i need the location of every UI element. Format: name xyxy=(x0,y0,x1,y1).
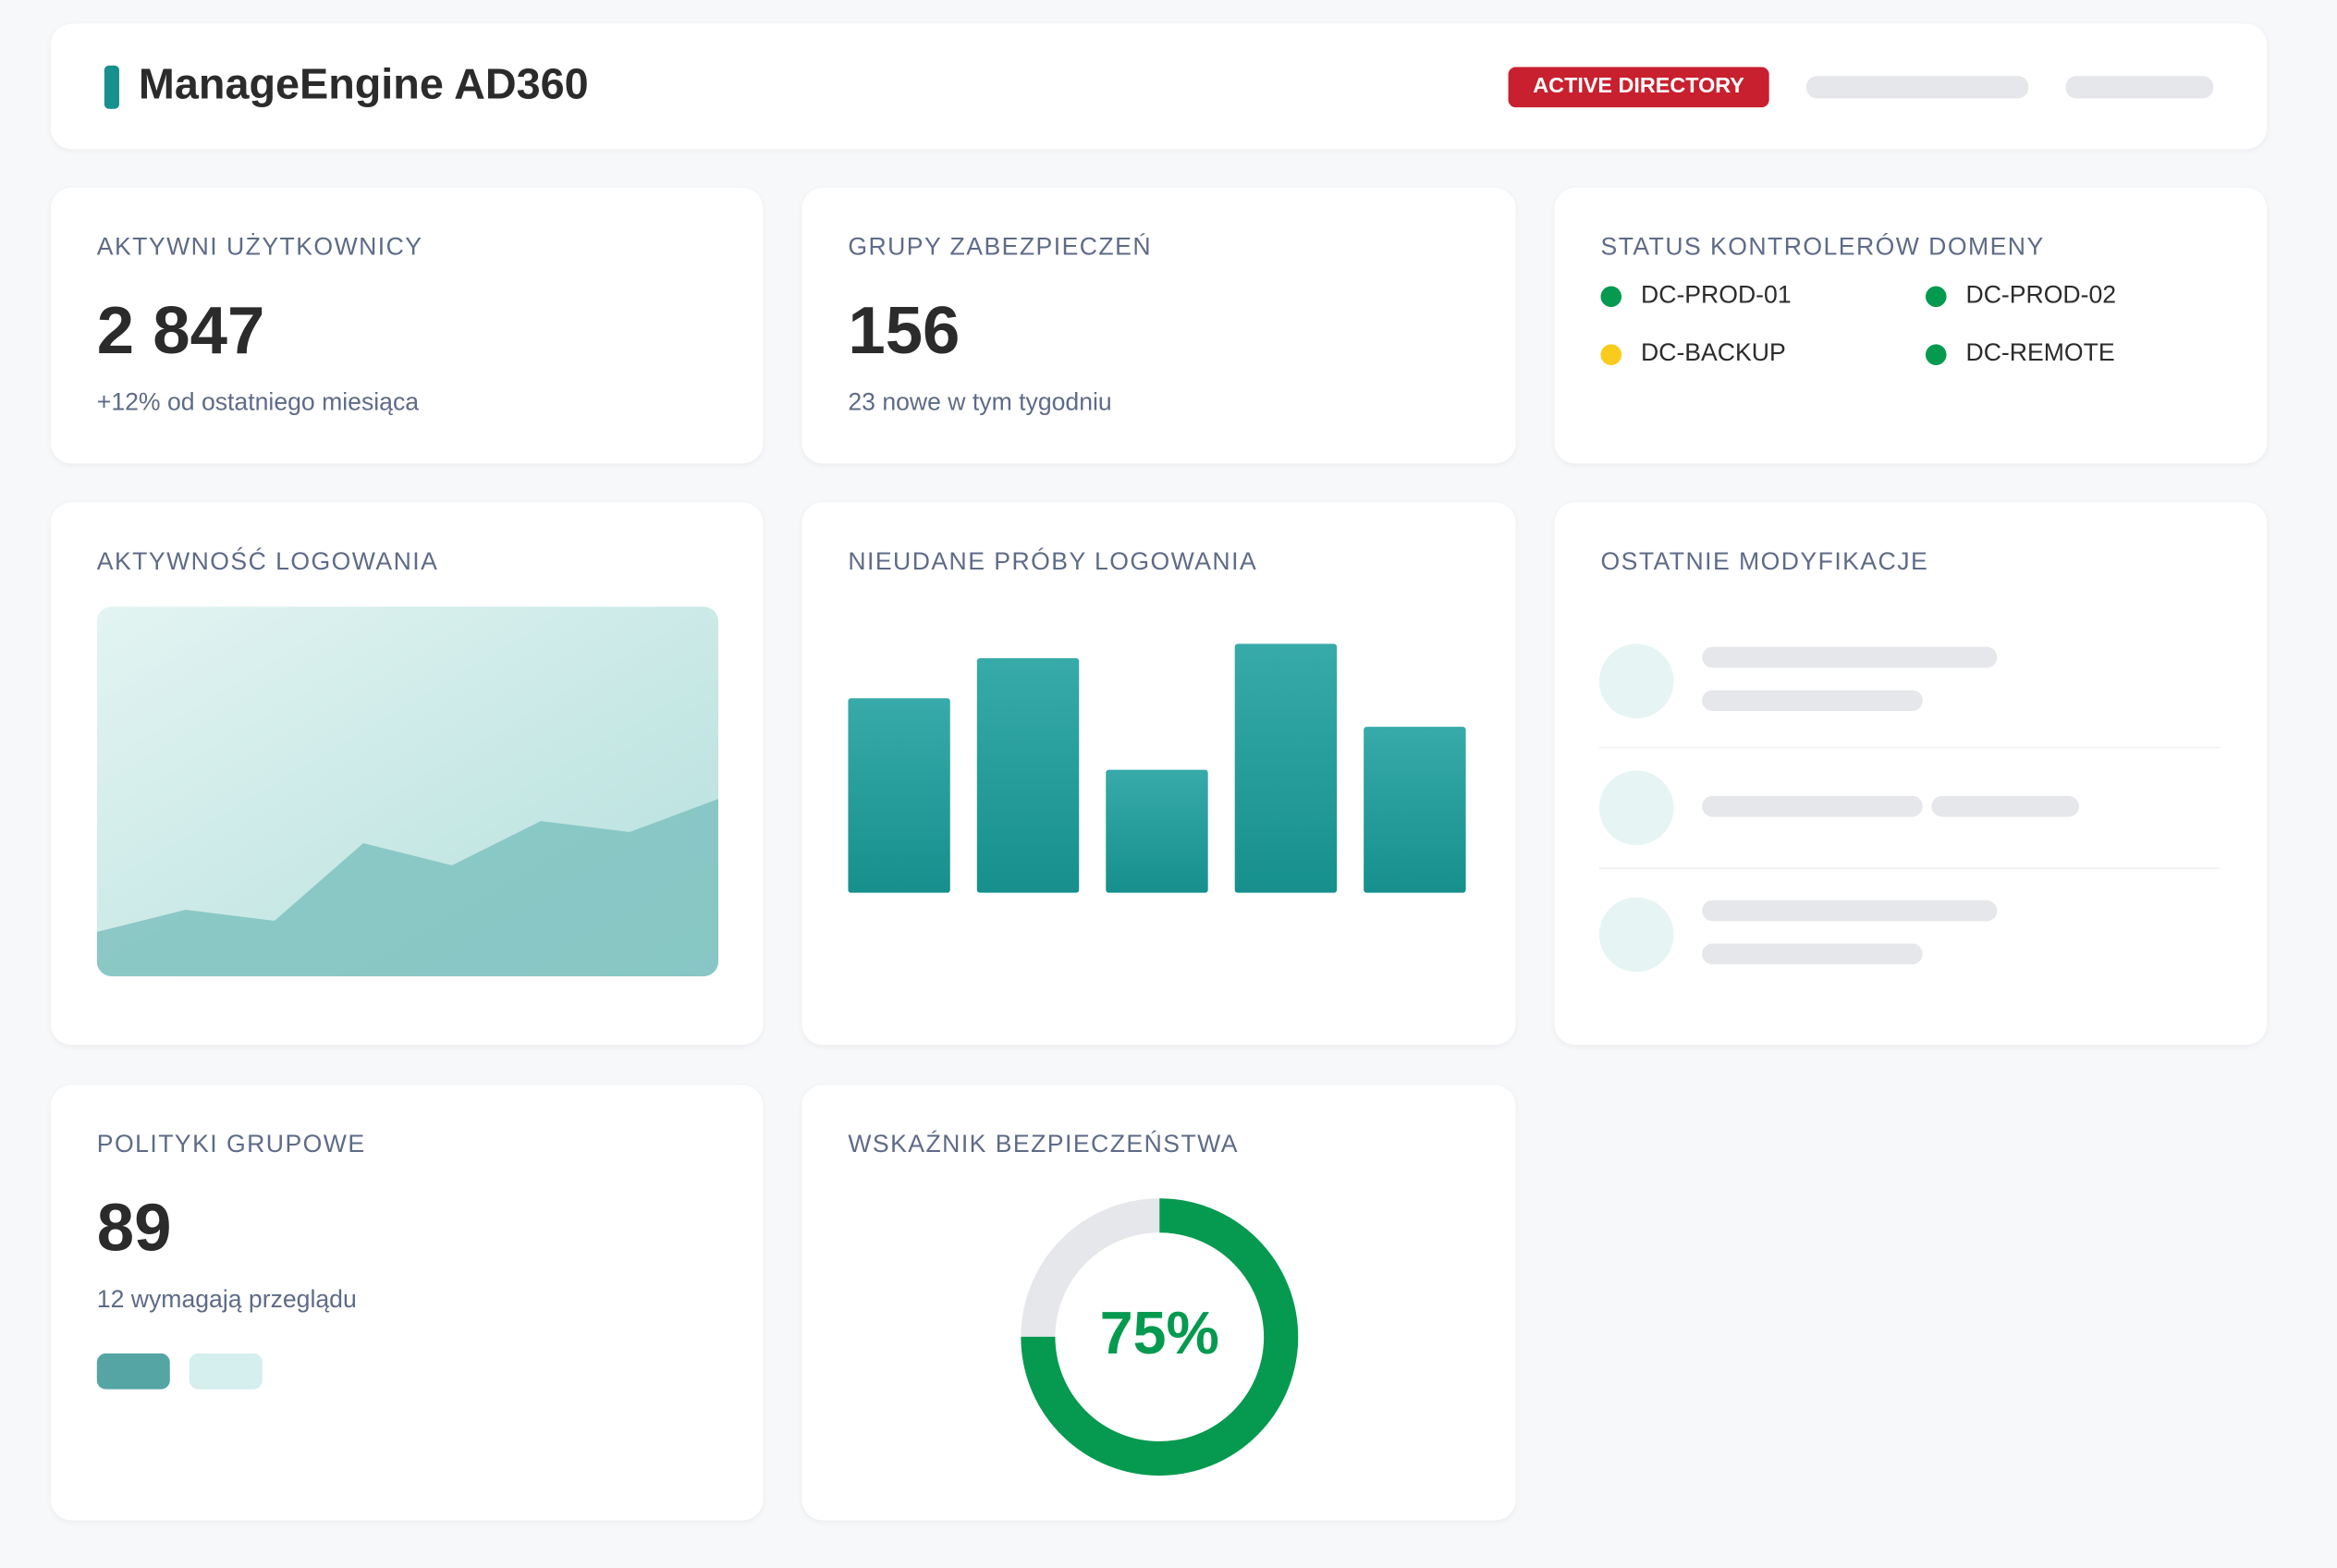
policy-chip-active[interactable] xyxy=(96,1353,170,1390)
header-placeholder-1 xyxy=(1805,76,2029,99)
change-line-placeholder xyxy=(1702,943,1923,965)
divider xyxy=(1598,867,2221,869)
divider xyxy=(1598,746,2221,749)
security-groups-value: 156 xyxy=(848,291,960,369)
group-policies-value: 89 xyxy=(96,1189,172,1266)
dc-name: DC-BACKUP xyxy=(1641,339,1786,367)
bar-4 xyxy=(1234,643,1338,893)
status-dot-ok xyxy=(1925,344,1947,365)
header-bar: ManageEngine AD360 ACTIVE DIRECTORY xyxy=(50,23,2268,150)
dc-name: DC-PROD-01 xyxy=(1641,281,1792,309)
security-score-value: 75% xyxy=(1099,1301,1219,1367)
card-label: POLITYKI GRUPOWE xyxy=(96,1131,366,1158)
bar-1 xyxy=(848,698,950,893)
card-label: STATUS KONTROLERÓW DOMENY xyxy=(1600,234,2045,262)
donut-progress xyxy=(1021,1198,1299,1476)
change-line-placeholder xyxy=(1702,900,1998,922)
bar-5 xyxy=(1364,727,1466,893)
card-label: GRUPY ZABEZPIECZEŃ xyxy=(848,234,1153,262)
card-label: AKTYWNI UŻYTKOWNICY xyxy=(96,234,423,262)
login-area-series xyxy=(96,799,719,976)
recent-changes-card: OSTATNIE MODYFIKACJE xyxy=(1554,502,2268,1046)
change-line-placeholder xyxy=(1702,690,1923,712)
card-label: NIEUDANE PRÓBY LOGOWANIA xyxy=(848,548,1258,576)
login-activity-card: AKTYWNOŚĆ LOGOWANIA xyxy=(50,502,764,1046)
group-policies-note: 12 wymagają przeglądu xyxy=(96,1286,357,1314)
active-users-note: +12% od ostatniego miesiąca xyxy=(96,388,420,416)
active-users-value: 2 847 xyxy=(96,291,265,369)
security-groups-card: GRUPY ZABEZPIECZEŃ 156 23 nowe w tym tyg… xyxy=(801,188,1516,464)
security-score-card: WSKAŹNIK BEZPIECZEŃSTWA 75% xyxy=(801,1084,1516,1521)
dc-name: DC-PROD-02 xyxy=(1965,281,2117,309)
failed-logins-chart xyxy=(848,643,1466,893)
change-avatar-placeholder xyxy=(1598,643,1674,719)
card-label: OSTATNIE MODYFIKACJE xyxy=(1600,548,1929,576)
header-placeholder-2 xyxy=(2065,76,2214,99)
change-avatar-placeholder xyxy=(1598,770,1674,846)
dc-status-card: STATUS KONTROLERÓW DOMENY DC-PROD-01 DC-P… xyxy=(1554,188,2268,464)
group-policies-card: POLITYKI GRUPOWE 89 12 wymagają przegląd… xyxy=(50,1084,764,1521)
active-directory-badge[interactable]: ACTIVE DIRECTORY xyxy=(1508,67,1769,108)
change-line-placeholder xyxy=(1702,646,1998,668)
card-label: AKTYWNOŚĆ LOGOWANIA xyxy=(96,548,439,576)
security-score-donut xyxy=(1021,1198,1299,1476)
change-line-placeholder xyxy=(1931,795,2080,817)
app-title: ManageEngine AD360 xyxy=(138,61,589,109)
dc-name: DC-REMOTE xyxy=(1965,339,2115,367)
bar-3 xyxy=(1106,769,1208,893)
failed-logins-card: NIEUDANE PRÓBY LOGOWANIA xyxy=(801,502,1516,1046)
login-activity-chart xyxy=(96,606,719,976)
status-dot-warn xyxy=(1600,344,1622,365)
change-line-placeholder xyxy=(1702,795,1923,817)
change-avatar-placeholder xyxy=(1598,897,1674,973)
bar-2 xyxy=(976,657,1080,893)
active-users-card: AKTYWNI UŻYTKOWNICY 2 847 +12% od ostatn… xyxy=(50,188,764,464)
status-dot-ok xyxy=(1925,286,1947,308)
card-label: WSKAŹNIK BEZPIECZEŃSTWA xyxy=(848,1131,1239,1158)
logo-accent-bar xyxy=(104,65,119,109)
status-dot-ok xyxy=(1600,286,1622,308)
policy-chip-inactive[interactable] xyxy=(189,1353,263,1390)
security-groups-note: 23 nowe w tym tygodniu xyxy=(848,388,1112,416)
